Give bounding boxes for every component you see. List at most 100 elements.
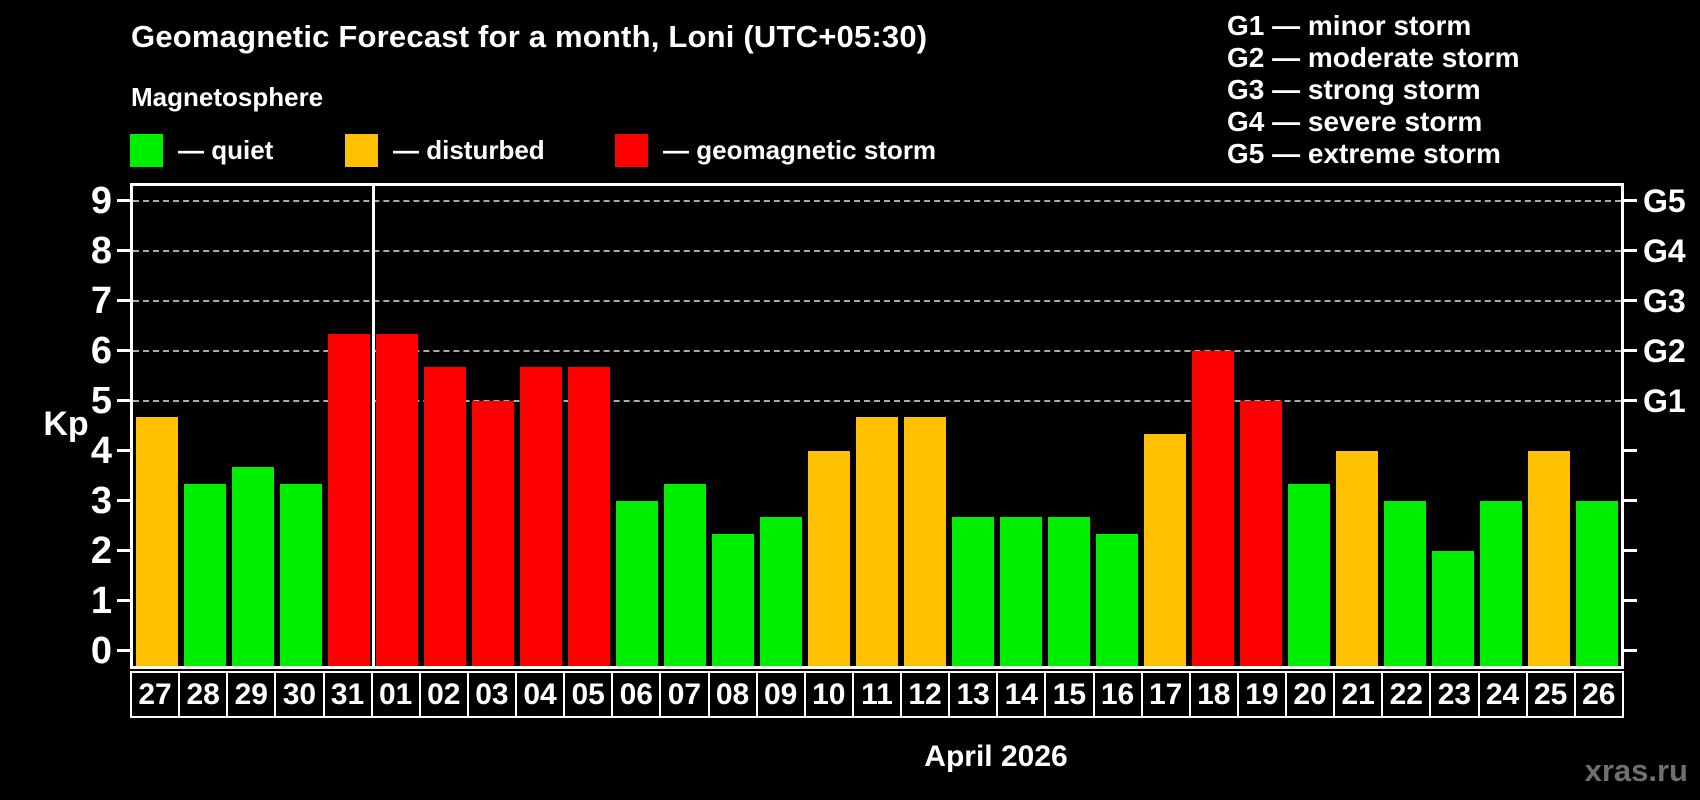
kp-bar-day-07 bbox=[664, 484, 706, 666]
y-tick-label-9: 9 bbox=[90, 180, 112, 222]
right-axis-tick bbox=[1624, 499, 1637, 502]
day-cell-05: 05 bbox=[563, 671, 614, 718]
day-cell-02: 02 bbox=[418, 671, 469, 718]
watermark: xras.ru bbox=[1584, 753, 1688, 788]
quiet-color-swatch bbox=[130, 134, 163, 167]
kp-bar-day-24 bbox=[1480, 501, 1522, 666]
kp-bar-day-01 bbox=[376, 334, 418, 666]
kp-bar-day-03 bbox=[472, 401, 514, 666]
left-axis-tick bbox=[117, 199, 130, 202]
y-tick-label-2: 2 bbox=[90, 530, 112, 572]
kp-bar-day-16 bbox=[1096, 534, 1138, 666]
kp-bar-day-13 bbox=[952, 517, 994, 666]
day-cell-03: 03 bbox=[466, 671, 517, 718]
y-tick-label-7: 7 bbox=[90, 280, 112, 322]
day-cell-28: 28 bbox=[178, 671, 229, 718]
kp-bar-day-31 bbox=[328, 334, 370, 666]
right-axis-tick bbox=[1624, 199, 1637, 202]
left-axis-tick bbox=[117, 549, 130, 552]
kp-bar-day-29 bbox=[232, 467, 274, 666]
kp-bar-day-17 bbox=[1144, 434, 1186, 666]
day-cell-20: 20 bbox=[1285, 671, 1336, 718]
y-tick-label-5: 5 bbox=[90, 380, 112, 422]
left-axis-tick bbox=[117, 599, 130, 602]
day-cell-12: 12 bbox=[900, 671, 951, 718]
kp-bar-day-11 bbox=[856, 417, 898, 666]
left-axis-tick bbox=[117, 349, 130, 352]
kp-bar-day-14 bbox=[1000, 517, 1042, 666]
day-cell-10: 10 bbox=[803, 671, 854, 718]
gridline-kp8 bbox=[133, 250, 1621, 252]
kp-bar-day-15 bbox=[1048, 517, 1090, 666]
y-tick-label-8: 8 bbox=[90, 230, 112, 272]
kp-bar-day-12 bbox=[904, 417, 946, 666]
day-cell-22: 22 bbox=[1381, 671, 1432, 718]
kp-bar-day-06 bbox=[616, 501, 658, 666]
kp-bar-day-09 bbox=[760, 517, 802, 666]
day-cell-09: 09 bbox=[755, 671, 806, 718]
right-axis-tick bbox=[1624, 599, 1637, 602]
gridline-kp5 bbox=[133, 400, 1621, 402]
g-scale-legend: G1 — minor storm G2 — moderate storm G3 … bbox=[1227, 10, 1520, 170]
y-tick-label-4: 4 bbox=[90, 430, 112, 472]
day-cell-25: 25 bbox=[1525, 671, 1576, 718]
g-axis-label-G1: G1 bbox=[1643, 383, 1686, 419]
day-cell-16: 16 bbox=[1092, 671, 1143, 718]
left-axis-tick bbox=[117, 299, 130, 302]
day-cell-06: 06 bbox=[611, 671, 662, 718]
day-cell-08: 08 bbox=[707, 671, 758, 718]
left-axis-tick bbox=[117, 649, 130, 652]
kp-bar-day-23 bbox=[1432, 551, 1474, 666]
kp-bar-day-19 bbox=[1240, 401, 1282, 666]
right-axis-tick bbox=[1624, 349, 1637, 352]
g-axis-label-G4: G4 bbox=[1643, 233, 1686, 269]
left-axis-tick bbox=[117, 399, 130, 402]
kp-bar-day-22 bbox=[1384, 501, 1426, 666]
day-cell-17: 17 bbox=[1140, 671, 1191, 718]
day-cell-29: 29 bbox=[226, 671, 277, 718]
right-axis-tick bbox=[1624, 549, 1637, 552]
left-axis-tick bbox=[117, 499, 130, 502]
day-cell-31: 31 bbox=[322, 671, 373, 718]
day-cell-30: 30 bbox=[274, 671, 325, 718]
kp-bar-day-28 bbox=[184, 484, 226, 666]
legend-label: — geomagnetic storm bbox=[663, 135, 937, 165]
y-tick-label-3: 3 bbox=[90, 480, 112, 522]
kp-bar-day-27 bbox=[136, 417, 178, 666]
legend-item-disturbed: — disturbed bbox=[345, 134, 545, 167]
y-tick-label-6: 6 bbox=[90, 330, 112, 372]
day-cell-11: 11 bbox=[851, 671, 902, 718]
left-axis-tick bbox=[117, 249, 130, 252]
day-cell-21: 21 bbox=[1333, 671, 1384, 718]
right-axis-tick bbox=[1624, 299, 1637, 302]
g-legend-line: G4 — severe storm bbox=[1227, 106, 1483, 137]
day-cell-24: 24 bbox=[1477, 671, 1528, 718]
right-axis-tick bbox=[1624, 649, 1637, 652]
left-axis-tick bbox=[117, 449, 130, 452]
kp-bar-day-02 bbox=[424, 367, 466, 666]
legend-label: — disturbed bbox=[393, 135, 545, 165]
g-legend-line: G1 — minor storm bbox=[1227, 10, 1472, 41]
right-axis-tick bbox=[1624, 249, 1637, 252]
disturbed-color-swatch bbox=[345, 134, 378, 167]
g-legend-line: G5 — extreme storm bbox=[1227, 138, 1501, 169]
day-cell-14: 14 bbox=[996, 671, 1047, 718]
legend-item-quiet: — quiet bbox=[130, 134, 273, 167]
day-cell-01: 01 bbox=[370, 671, 421, 718]
day-cell-13: 13 bbox=[948, 671, 999, 718]
kp-bar-day-18 bbox=[1192, 351, 1234, 666]
day-cell-04: 04 bbox=[515, 671, 566, 718]
kp-bar-day-08 bbox=[712, 534, 754, 666]
kp-bar-day-30 bbox=[280, 484, 322, 666]
kp-bar-day-21 bbox=[1336, 451, 1378, 666]
y-tick-label-1: 1 bbox=[90, 580, 112, 622]
gridline-kp6 bbox=[133, 350, 1621, 352]
chart-title: Geomagnetic Forecast for a month, Loni (… bbox=[131, 19, 928, 54]
y-tick-label-0: 0 bbox=[90, 630, 112, 672]
legend-item-storm: — geomagnetic storm bbox=[615, 134, 936, 167]
kp-bar-day-26 bbox=[1576, 501, 1618, 666]
month-separator-line bbox=[372, 186, 375, 666]
kp-bar-day-05 bbox=[568, 367, 610, 666]
kp-bar-day-04 bbox=[520, 367, 562, 666]
